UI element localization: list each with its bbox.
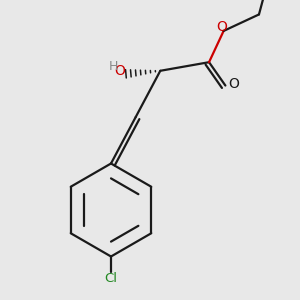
- Text: O: O: [217, 20, 228, 34]
- Text: H: H: [109, 60, 119, 73]
- Text: Cl: Cl: [104, 272, 118, 286]
- Text: O: O: [114, 64, 125, 78]
- Text: O: O: [228, 77, 239, 91]
